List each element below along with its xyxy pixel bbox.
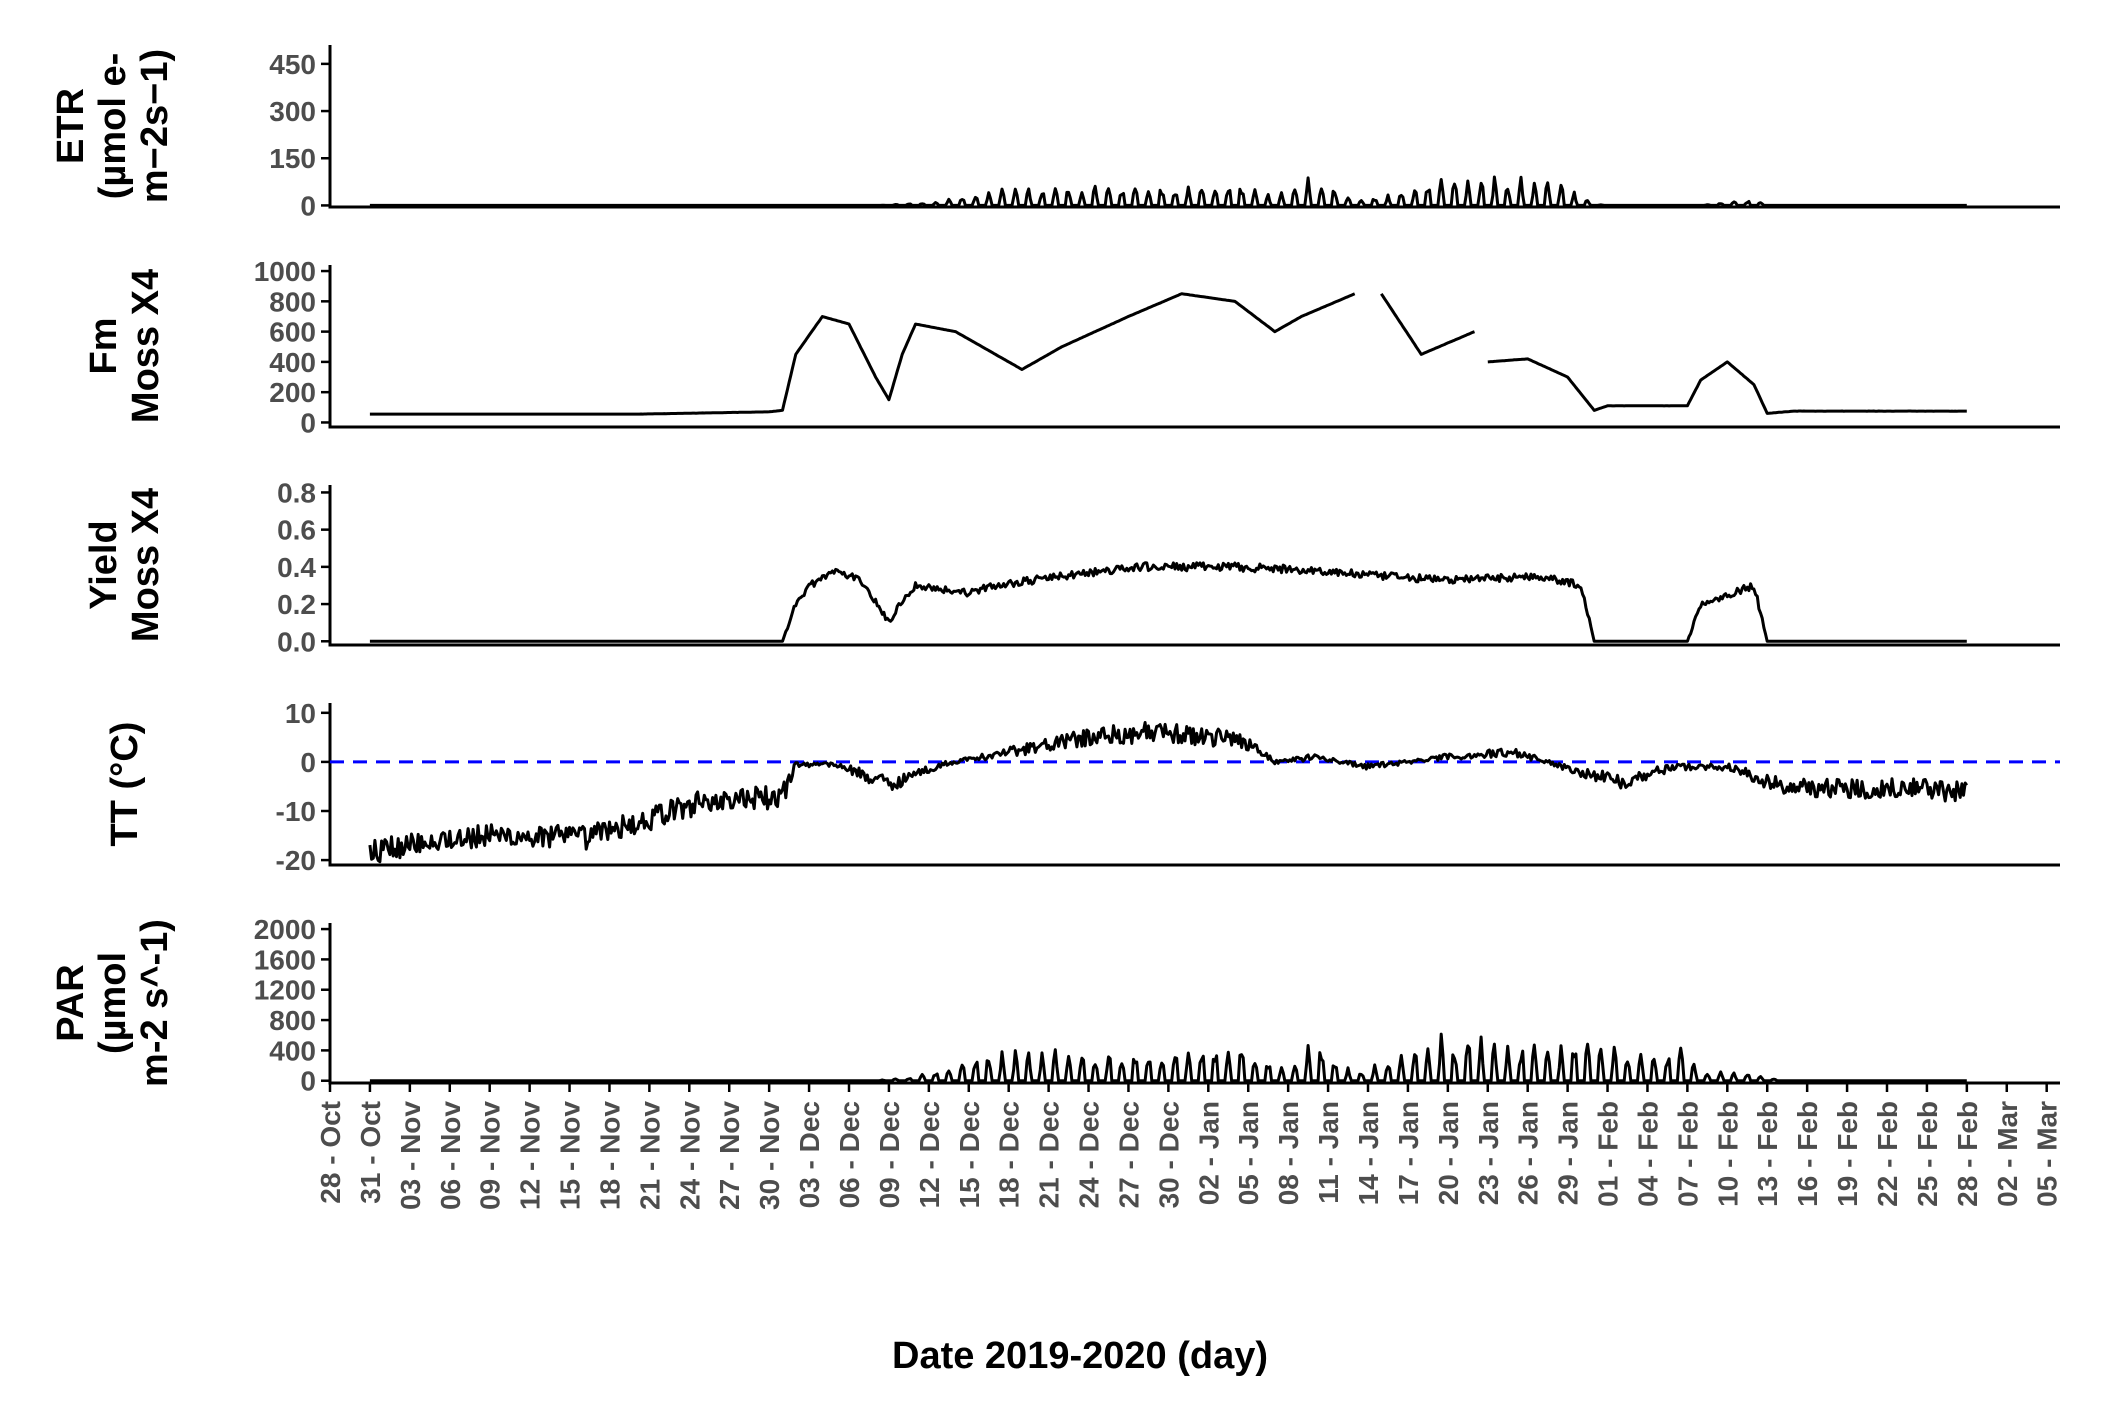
y-tick-label: 1600	[254, 944, 316, 975]
x-tick-label: 05 - Mar	[2032, 1101, 2063, 1207]
y-tick-label: 300	[269, 96, 316, 127]
x-tick-label: 04 - Feb	[1632, 1101, 1663, 1207]
panel-yield: YieldMoss X4 0.0 0.2 0.4 0.6 0.8	[83, 477, 2060, 657]
series-line-yield	[369, 561, 1967, 643]
series-line-par	[369, 1032, 1967, 1083]
y-axis-label-tt: TT (°C)	[104, 722, 146, 847]
x-tick-label: 30 - Dec	[1153, 1101, 1184, 1208]
y-tick-label: 0.0	[277, 626, 316, 657]
x-tick-label: 03 - Nov	[395, 1101, 426, 1210]
y-axis-label-par: PAR(µmolm-2 s^-1)	[50, 919, 176, 1087]
x-tick-label: 01 - Feb	[1593, 1101, 1624, 1207]
y-axis-label-etr: ETR(µmol e-m−2s−1)	[50, 49, 176, 203]
x-axis-label: Date 2019-2020 (day)	[892, 1335, 1268, 1377]
x-tick-label: 02 - Jan	[1193, 1101, 1224, 1205]
x-tick-label: 18 - Dec	[994, 1101, 1025, 1208]
y-axis-label-line: Moss X4	[125, 488, 167, 642]
y-axis-label-line: PAR	[50, 964, 92, 1041]
x-tick-label: 15 - Dec	[954, 1101, 985, 1208]
x-tick-label: 18 - Nov	[594, 1101, 625, 1210]
y-tick-label: 0	[300, 407, 316, 438]
panel-tt: TT (°C) -20 -10 0 10	[104, 698, 2060, 876]
x-tick-label: 06 - Nov	[435, 1101, 466, 1210]
x-tick-label: 23 - Jan	[1473, 1101, 1504, 1205]
y-axis-label-line: m-2 s^-1)	[134, 919, 176, 1087]
x-tick-label: 03 - Dec	[794, 1101, 825, 1208]
series-line-etr	[369, 175, 1967, 207]
x-tick-label: 21 - Nov	[634, 1101, 665, 1210]
y-tick-label: 150	[269, 143, 316, 174]
x-tick-label: 02 - Mar	[1992, 1101, 2023, 1207]
x-tick-label: 16 - Feb	[1792, 1101, 1823, 1207]
y-tick-label: 800	[269, 286, 316, 317]
y-tick-label: 2000	[254, 914, 316, 945]
y-axis-label-line: (µmol	[92, 952, 134, 1054]
x-tick-label: 24 - Dec	[1074, 1101, 1105, 1208]
x-tick-label: 31 - Oct	[355, 1101, 386, 1204]
x-tick-label: 08 - Jan	[1273, 1101, 1304, 1205]
x-tick-label: 12 - Nov	[515, 1101, 546, 1210]
x-tick-label: 06 - Dec	[834, 1101, 865, 1208]
y-tick-label: 0	[300, 747, 316, 778]
x-tick-label: 14 - Jan	[1353, 1101, 1384, 1205]
y-axis-label-line: Fm	[83, 318, 125, 375]
x-tick-label: 30 - Nov	[754, 1101, 785, 1210]
y-tick-label: 1200	[254, 975, 316, 1006]
x-tick-label: 21 - Dec	[1034, 1101, 1065, 1208]
x-tick-label: 28 - Oct	[315, 1101, 346, 1204]
panel-etr: ETR(µmol e-m−2s−1) 0 150 300 450	[50, 45, 2060, 221]
x-tick-label: 10 - Feb	[1712, 1101, 1743, 1207]
y-tick-label: 400	[269, 347, 316, 378]
x-axis: 28 - Oct 31 - Oct 03 - Nov 06 - Nov 09 - Nov…	[315, 1083, 2063, 1210]
y-tick-label: 800	[269, 1005, 316, 1036]
x-tick-label: 27 - Nov	[714, 1101, 745, 1210]
y-axis-label-line: TT (°C)	[104, 722, 146, 847]
x-tick-label: 15 - Nov	[555, 1101, 586, 1210]
y-tick-label: 1000	[254, 256, 316, 287]
x-tick-label: 25 - Feb	[1912, 1101, 1943, 1207]
x-tick-label: 29 - Jan	[1553, 1101, 1584, 1205]
y-tick-label: 10	[285, 698, 316, 729]
x-tick-label: 12 - Dec	[914, 1101, 945, 1208]
x-tick-label: 07 - Feb	[1672, 1101, 1703, 1207]
x-tick-label: 26 - Jan	[1513, 1101, 1544, 1205]
y-tick-label: 0.2	[277, 589, 316, 620]
x-tick-label: 11 - Jan	[1313, 1101, 1344, 1204]
y-axis-label-line: ETR	[50, 88, 92, 164]
y-tick-label: 0.6	[277, 515, 316, 546]
y-axis-label-line: (µmol e-	[92, 53, 134, 199]
y-tick-label: 0.4	[277, 552, 316, 583]
x-tick-label: 19 - Feb	[1832, 1101, 1863, 1207]
x-tick-label: 24 - Nov	[674, 1101, 705, 1210]
x-tick-label: 20 - Jan	[1433, 1101, 1464, 1205]
y-axis-label-line: Yield	[83, 520, 125, 609]
y-tick-label: 0	[300, 1066, 316, 1097]
y-axis-label-line: Moss X4	[125, 269, 167, 423]
series-line-tt	[368, 721, 1969, 864]
y-tick-label: 0.8	[277, 477, 316, 508]
y-tick-label: 0	[300, 190, 316, 221]
x-tick-label: 09 - Nov	[475, 1101, 506, 1210]
y-axis-label-yield: YieldMoss X4	[83, 488, 167, 642]
y-tick-label: -10	[276, 796, 316, 827]
x-tick-label: 27 - Dec	[1113, 1101, 1144, 1208]
x-tick-label: 09 - Dec	[874, 1101, 905, 1208]
y-axis-label-line: m−2s−1)	[134, 49, 176, 203]
x-tick-label: 22 - Feb	[1872, 1101, 1903, 1207]
y-tick-label: 450	[269, 49, 316, 80]
y-tick-label: 600	[269, 317, 316, 348]
series-line-fm	[369, 292, 1967, 416]
y-axis-label-fm: FmMoss X4	[83, 269, 167, 423]
x-tick-label: 05 - Jan	[1233, 1101, 1264, 1205]
y-tick-label: 200	[269, 377, 316, 408]
x-tick-label: 28 - Feb	[1952, 1101, 1983, 1207]
x-tick-label: 17 - Jan	[1393, 1101, 1424, 1205]
y-tick-label: -20	[276, 845, 316, 876]
y-tick-label: 400	[269, 1035, 316, 1066]
x-tick-label: 13 - Feb	[1752, 1101, 1783, 1207]
